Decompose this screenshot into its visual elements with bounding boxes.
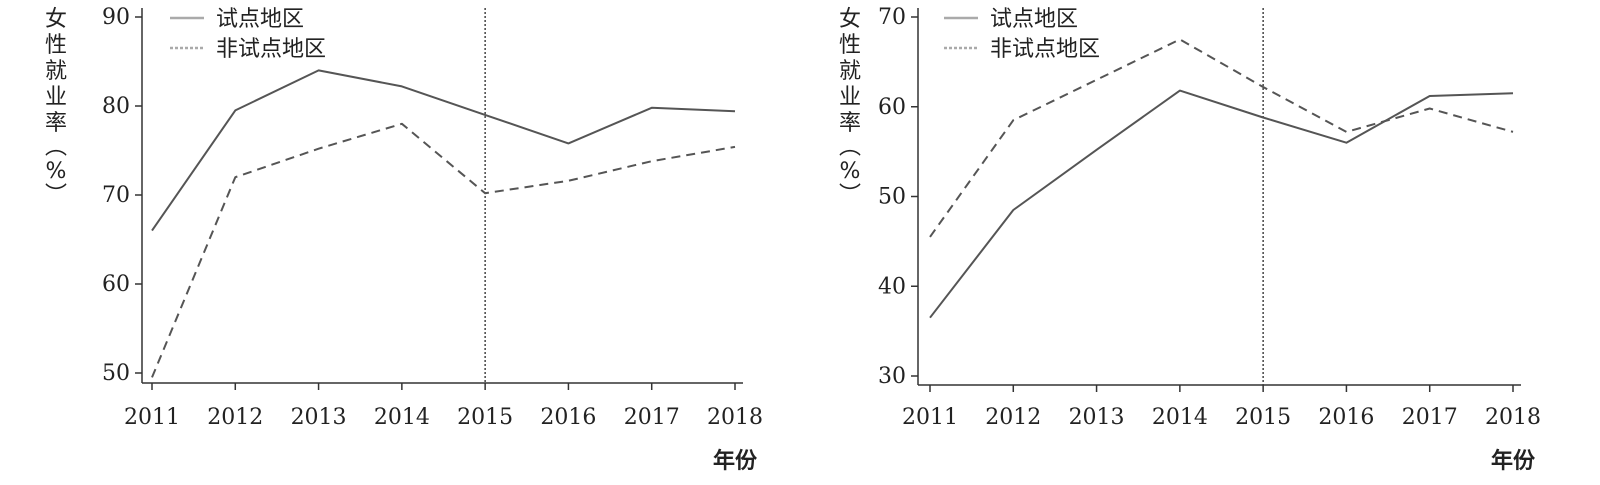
legend-label-non-pilot: 非试点地区 <box>216 37 326 62</box>
x-tick-label: 2011 <box>124 405 180 430</box>
x-tick-label: 2018 <box>707 405 763 430</box>
legend-label-pilot: 试点地区 <box>990 7 1078 32</box>
x-tick-label: 2015 <box>457 405 513 430</box>
x-axis-label: 年份 <box>1491 448 1536 474</box>
x-tick-label: 2015 <box>1235 405 1291 430</box>
y-tick-label: 60 <box>102 272 130 297</box>
x-tick-label: 2012 <box>985 405 1041 430</box>
y-tick-label: 50 <box>878 185 906 210</box>
x-tick-label: 2017 <box>624 405 680 430</box>
x-tick-label: 2012 <box>207 405 263 430</box>
series-line-non-pilot <box>151 122 736 378</box>
x-tick-label: 2014 <box>1152 405 1208 430</box>
series-line-pilot <box>151 69 736 232</box>
y-tick-label: 70 <box>878 5 906 30</box>
series-line-pilot <box>929 89 1514 319</box>
x-tick-label: 2011 <box>902 405 958 430</box>
x-tick-label: 2016 <box>540 405 596 430</box>
series-line-non-pilot <box>929 38 1514 238</box>
x-tick-label: 2016 <box>1318 405 1374 430</box>
x-tick-label: 2018 <box>1485 405 1541 430</box>
x-tick-label: 2014 <box>374 405 430 430</box>
y-tick-label: 50 <box>102 361 130 386</box>
chart-panel-1: 50 60 70 80 90 2011 2012 2013 2014 2015 2016 2017 20… <box>45 5 763 474</box>
y-axis-label: 女性就业率︵% ︶ <box>839 7 861 208</box>
y-tick-label: 30 <box>878 364 906 389</box>
x-tick-label: 2017 <box>1402 405 1458 430</box>
chart-panel-2: 30 40 50 60 70 2011 2012 2013 2014 2015 2016 2017 20… <box>839 5 1541 474</box>
y-tick-label: 70 <box>102 183 130 208</box>
x-tick-label: 2013 <box>291 405 347 430</box>
x-axis-label: 年份 <box>713 448 758 474</box>
y-tick-label: 90 <box>102 5 130 30</box>
y-tick-label: 40 <box>878 274 906 299</box>
x-tick-label: 2013 <box>1069 405 1125 430</box>
legend-label-non-pilot: 非试点地区 <box>990 37 1100 62</box>
y-tick-label: 60 <box>878 95 906 120</box>
legend-label-pilot: 试点地区 <box>216 7 304 32</box>
y-axis-label: 女性就业率︵% ︶ <box>45 7 67 208</box>
y-tick-label: 80 <box>102 94 130 119</box>
